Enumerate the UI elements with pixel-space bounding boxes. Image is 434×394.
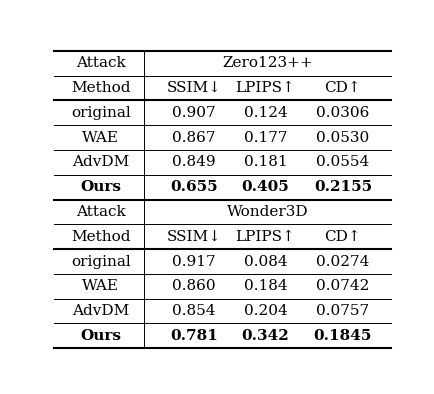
Text: original: original bbox=[71, 106, 131, 120]
Text: 0.405: 0.405 bbox=[242, 180, 289, 194]
Text: 0.860: 0.860 bbox=[172, 279, 216, 293]
Text: 0.0274: 0.0274 bbox=[316, 255, 369, 269]
Text: SSIM↓: SSIM↓ bbox=[166, 230, 221, 244]
Text: 0.2155: 0.2155 bbox=[314, 180, 372, 194]
Text: Attack: Attack bbox=[76, 56, 125, 70]
Text: LPIPS↑: LPIPS↑ bbox=[236, 230, 296, 244]
Text: Method: Method bbox=[71, 230, 130, 244]
Text: 0.1845: 0.1845 bbox=[314, 329, 372, 343]
Text: 0.204: 0.204 bbox=[243, 304, 287, 318]
Text: 0.184: 0.184 bbox=[243, 279, 287, 293]
Text: 0.0306: 0.0306 bbox=[316, 106, 369, 120]
Text: SSIM↓: SSIM↓ bbox=[166, 81, 221, 95]
Text: 0.0530: 0.0530 bbox=[316, 131, 369, 145]
Text: WAE: WAE bbox=[82, 131, 119, 145]
Text: 0.342: 0.342 bbox=[242, 329, 289, 343]
Text: CD↑: CD↑ bbox=[325, 81, 361, 95]
Text: CD↑: CD↑ bbox=[325, 230, 361, 244]
Text: 0.0757: 0.0757 bbox=[316, 304, 369, 318]
Text: 0.181: 0.181 bbox=[243, 155, 287, 169]
Text: Ours: Ours bbox=[80, 180, 121, 194]
Text: 0.849: 0.849 bbox=[172, 155, 216, 169]
Text: 0.0742: 0.0742 bbox=[316, 279, 369, 293]
Text: 0.781: 0.781 bbox=[170, 329, 218, 343]
Text: 0.907: 0.907 bbox=[172, 106, 216, 120]
Text: Ours: Ours bbox=[80, 329, 121, 343]
Text: 0.0554: 0.0554 bbox=[316, 155, 369, 169]
Text: 0.084: 0.084 bbox=[243, 255, 287, 269]
Text: Wonder3D: Wonder3D bbox=[227, 205, 308, 219]
Text: 0.655: 0.655 bbox=[170, 180, 217, 194]
Text: WAE: WAE bbox=[82, 279, 119, 293]
Text: original: original bbox=[71, 255, 131, 269]
Text: Zero123++: Zero123++ bbox=[222, 56, 312, 70]
Text: AdvDM: AdvDM bbox=[72, 304, 129, 318]
Text: LPIPS↑: LPIPS↑ bbox=[236, 81, 296, 95]
Text: Attack: Attack bbox=[76, 205, 125, 219]
Text: Method: Method bbox=[71, 81, 130, 95]
Text: 0.177: 0.177 bbox=[244, 131, 287, 145]
Text: 0.917: 0.917 bbox=[172, 255, 216, 269]
Text: AdvDM: AdvDM bbox=[72, 155, 129, 169]
Text: 0.867: 0.867 bbox=[172, 131, 216, 145]
Text: 0.124: 0.124 bbox=[243, 106, 287, 120]
Text: 0.854: 0.854 bbox=[172, 304, 216, 318]
